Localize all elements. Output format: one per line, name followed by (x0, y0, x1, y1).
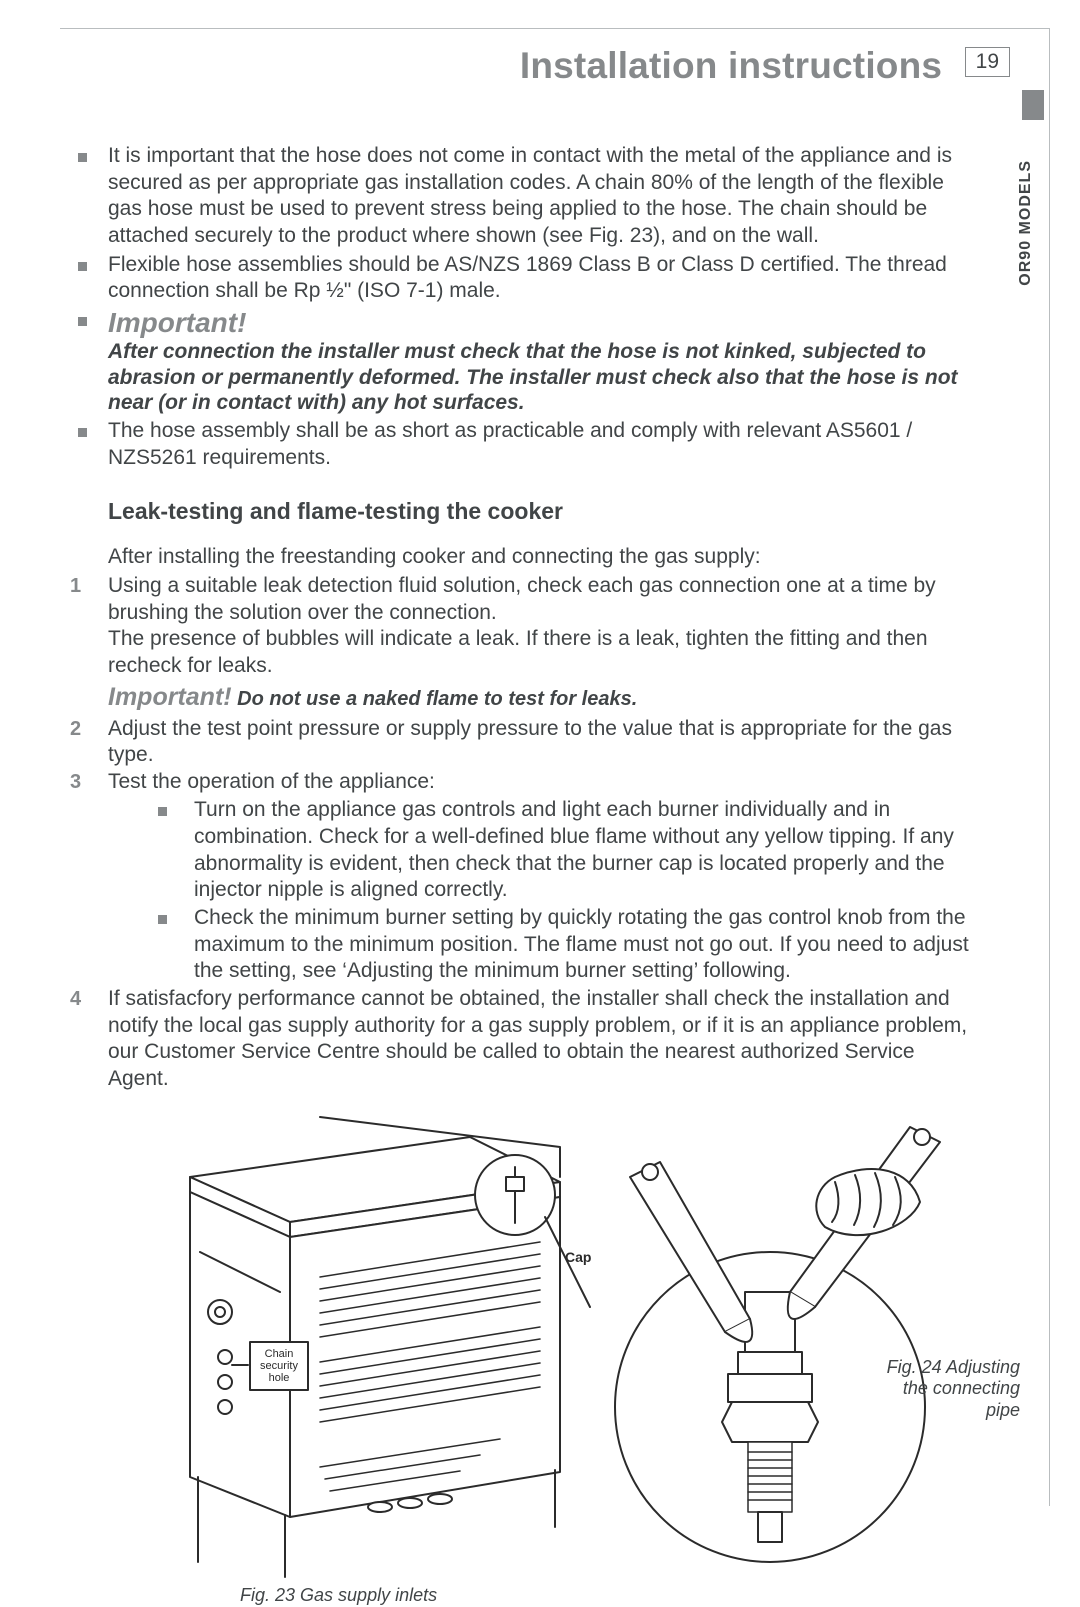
important-inline-rest: Do not use a naked flame to test for lea… (232, 688, 638, 710)
figure-23: Chain security hole Cap Fig. 23 Gas supp… (120, 1107, 610, 1597)
figures-row: Chain security hole Cap Fig. 23 Gas supp… (120, 1107, 970, 1597)
pipe-adjust-diagram-icon (610, 1107, 980, 1597)
step-number: 3 (70, 770, 81, 795)
numbered-steps-cont: 2 Adjust the test point pressure or supp… (60, 716, 970, 1093)
step-3: 3 Test the operation of the appliance: T… (60, 769, 970, 985)
step-number: 2 (70, 717, 81, 742)
side-tab-label: OR90 MODELS (1017, 160, 1041, 286)
intro-bullets: It is important that the hose does not c… (60, 143, 970, 471)
important-inline: Important! Do not use a naked flame to t… (108, 682, 970, 714)
svg-text:hole: hole (269, 1372, 290, 1384)
important-body: After connection the installer must chec… (108, 339, 970, 416)
step-number: 4 (70, 987, 81, 1012)
step-number: 1 (70, 574, 81, 599)
section-heading: Leak-testing and flame-testing the cooke… (108, 497, 970, 526)
bullet-item: The hose assembly shall be as short as p… (60, 418, 970, 471)
page-number-box: 19 (965, 47, 1010, 76)
sub-bullet: Check the minimum burner setting by quic… (108, 905, 970, 985)
right-rule (1049, 28, 1050, 1506)
side-tab-block (1022, 90, 1044, 120)
step-text: The presence of bubbles will indicate a … (108, 627, 928, 677)
numbered-steps: 1 Using a suitable leak detection fluid … (60, 573, 970, 680)
bullet-item: It is important that the hose does not c… (60, 143, 970, 250)
step-1: 1 Using a suitable leak detection fluid … (60, 573, 970, 680)
bullet-item: Flexible hose assemblies should be AS/NZ… (60, 252, 970, 305)
svg-text:Cap: Cap (565, 1249, 591, 1265)
page-title: Installation instructions (520, 45, 942, 87)
step-4: 4 If satisfacfory performance cannot be … (60, 986, 970, 1093)
step-3-subbullets: Turn on the appliance gas controls and l… (108, 797, 970, 985)
figure-24-caption: Fig. 24 Adjusting the connecting pipe (870, 1357, 1020, 1422)
figure-24: Fig. 24 Adjusting the connecting pipe (610, 1107, 980, 1597)
intro-line: After installing the freestanding cooker… (108, 544, 970, 571)
top-rule (60, 28, 1050, 29)
important-inline-lead: Important! (108, 683, 232, 711)
step-text: Test the operation of the appliance: (108, 770, 435, 793)
step-2: 2 Adjust the test point pressure or supp… (60, 716, 970, 769)
svg-text:security: security (260, 1360, 298, 1372)
important-heading: Important! (108, 307, 970, 339)
page-header: Installation instructions 19 (60, 35, 1050, 95)
page-root: Installation instructions 19 OR90 MODELS… (0, 0, 1080, 1532)
step-text: If satisfacfory performance cannot be ob… (108, 987, 967, 1090)
step-text: Adjust the test point pressure or supply… (108, 717, 952, 767)
important-block: Important! After connection the installe… (60, 307, 970, 416)
cooker-diagram-icon: Chain security hole Cap (120, 1107, 610, 1597)
svg-text:Chain: Chain (265, 1348, 294, 1360)
step-text: Using a suitable leak detection fluid so… (108, 574, 936, 624)
side-tab: OR90 MODELS (1017, 90, 1049, 350)
content-area: It is important that the hose does not c… (60, 95, 1050, 1597)
sub-bullet: Turn on the appliance gas controls and l… (108, 797, 970, 904)
